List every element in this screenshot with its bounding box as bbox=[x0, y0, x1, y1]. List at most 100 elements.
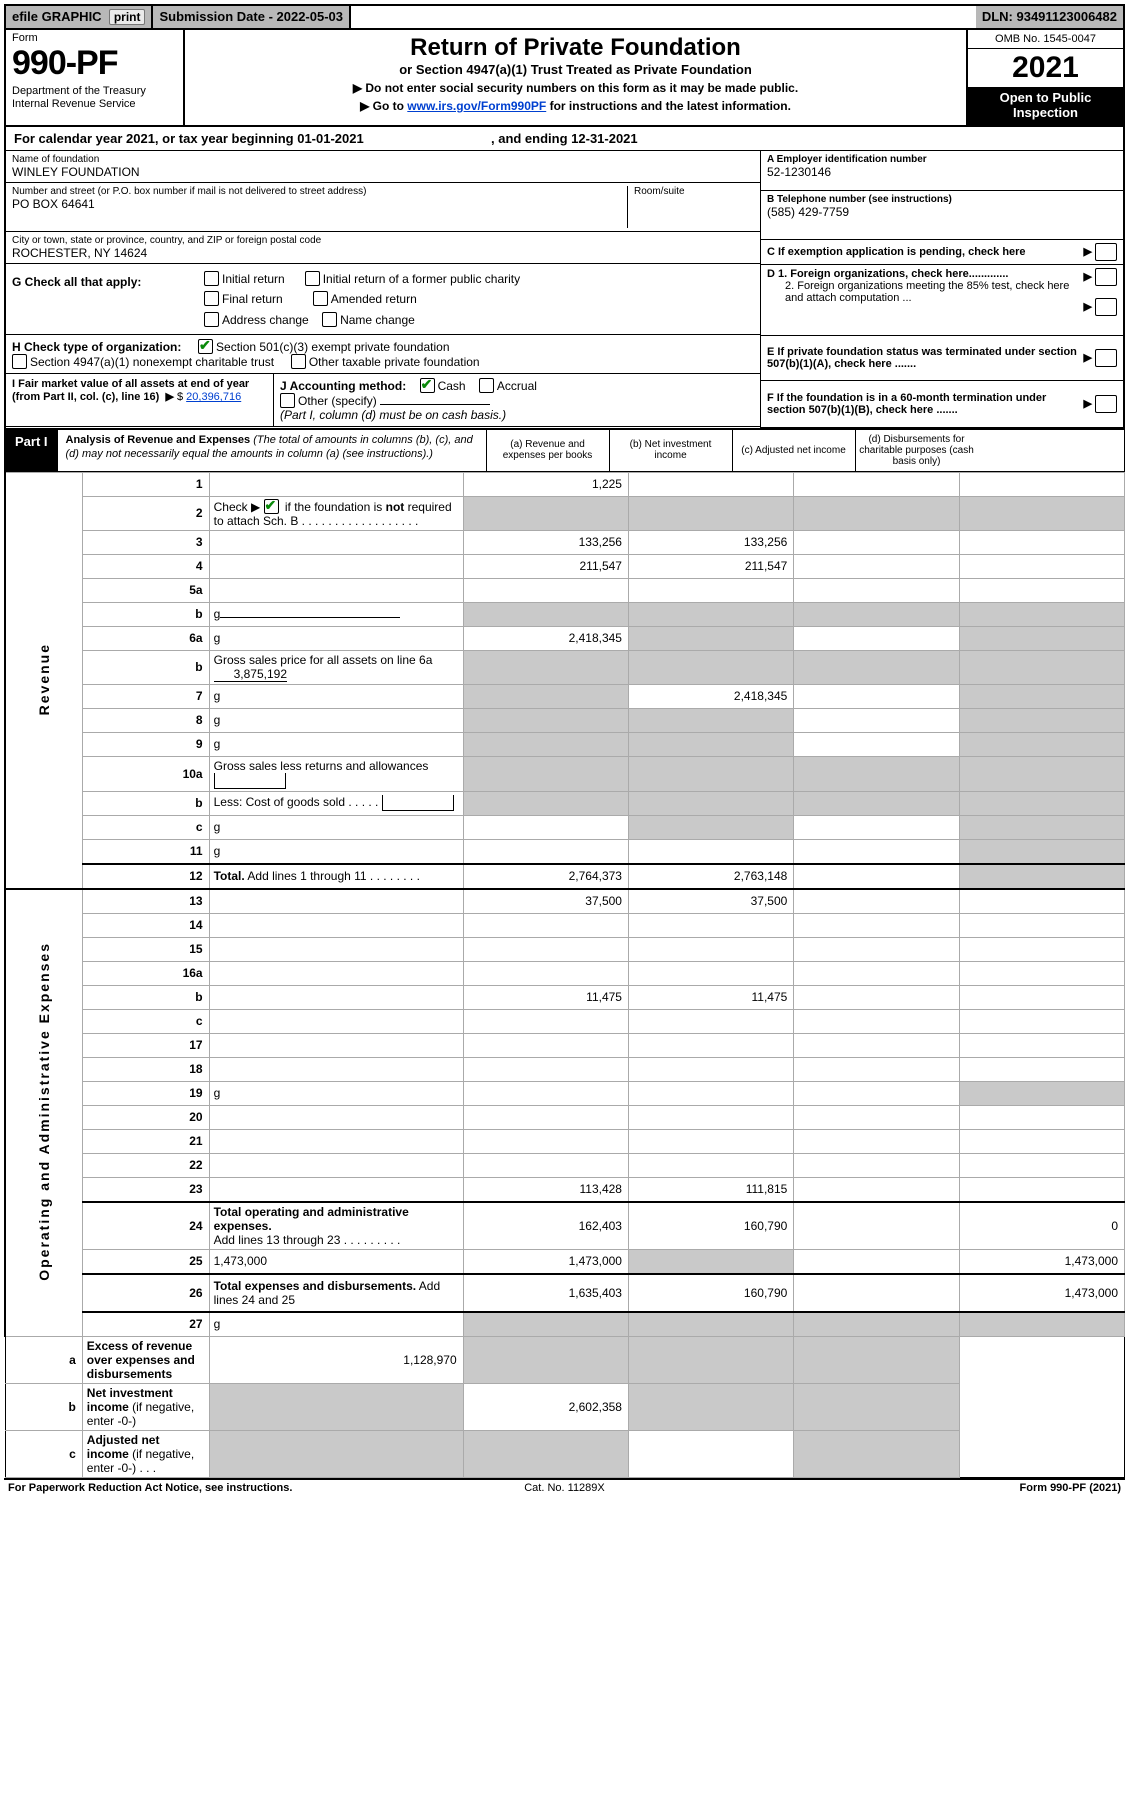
other-method-checkbox[interactable] bbox=[280, 393, 295, 408]
addr-value: PO BOX 64641 bbox=[12, 197, 627, 211]
cell-value bbox=[463, 1009, 628, 1033]
row-desc bbox=[209, 889, 463, 914]
cell-value bbox=[794, 815, 959, 839]
f-label: F If the foundation is in a 60-month ter… bbox=[767, 392, 1083, 416]
d2-label: 2. Foreign organizations meeting the 85%… bbox=[767, 280, 1083, 304]
opt-other-method: Other (specify) bbox=[298, 394, 377, 408]
cell-value bbox=[628, 1009, 793, 1033]
cell-value bbox=[794, 626, 959, 650]
4947-checkbox[interactable] bbox=[12, 354, 27, 369]
accrual-checkbox[interactable] bbox=[479, 378, 494, 393]
arrow-icon: ▶ bbox=[1083, 301, 1091, 313]
tax-year: 2021 bbox=[968, 49, 1123, 87]
cell-grey bbox=[959, 496, 1124, 530]
cell-grey bbox=[959, 708, 1124, 732]
table-row: 10a Gross sales less returns and allowan… bbox=[5, 756, 1125, 791]
col-a: (a) Revenue and expenses per books bbox=[486, 430, 609, 471]
opt-namechg: Name change bbox=[340, 313, 415, 327]
other-taxable-checkbox[interactable] bbox=[291, 354, 306, 369]
cell-value bbox=[959, 578, 1124, 602]
row-num: c bbox=[5, 1430, 82, 1477]
row-num: 9 bbox=[82, 732, 209, 756]
cell-grey bbox=[628, 1312, 793, 1337]
cell-value: 1,473,000 bbox=[959, 1274, 1124, 1312]
row-desc: g bbox=[209, 626, 463, 650]
cell-value bbox=[794, 554, 959, 578]
cell-value: 11,475 bbox=[628, 985, 793, 1009]
d2-checkbox[interactable] bbox=[1095, 298, 1117, 316]
cell-grey bbox=[959, 864, 1124, 889]
h-label: H Check type of organization: bbox=[12, 340, 181, 354]
j-note: (Part I, column (d) must be on cash basi… bbox=[280, 408, 506, 422]
row-num: 15 bbox=[82, 937, 209, 961]
cell-value bbox=[628, 1129, 793, 1153]
address-change-checkbox[interactable] bbox=[204, 312, 219, 327]
cell-value bbox=[794, 1033, 959, 1057]
d-cell: D 1. Foreign organizations, check here..… bbox=[761, 265, 1123, 336]
row-desc: 1,473,000 bbox=[209, 1249, 463, 1274]
cell-value bbox=[959, 913, 1124, 937]
f-cell: F If the foundation is in a 60-month ter… bbox=[761, 381, 1123, 428]
phone-value: (585) 429-7759 bbox=[767, 205, 1117, 219]
cell-value bbox=[628, 1033, 793, 1057]
name-change-checkbox[interactable] bbox=[322, 312, 337, 327]
cell-value bbox=[959, 554, 1124, 578]
fmv-link[interactable]: 20,396,716 bbox=[186, 391, 241, 403]
row-desc: g bbox=[209, 1312, 463, 1337]
cell-value bbox=[463, 913, 628, 937]
exemption-checkbox[interactable] bbox=[1095, 243, 1117, 261]
f-checkbox[interactable] bbox=[1095, 395, 1117, 413]
d1-checkbox[interactable] bbox=[1095, 268, 1117, 286]
cell-value bbox=[463, 1153, 628, 1177]
cell-value bbox=[463, 578, 628, 602]
cell-value: 1,473,000 bbox=[463, 1249, 628, 1274]
cell-grey bbox=[959, 684, 1124, 708]
cell-value bbox=[628, 913, 793, 937]
irs-link[interactable]: www.irs.gov/Form990PF bbox=[407, 99, 546, 113]
row-num: 24 bbox=[82, 1202, 209, 1250]
cash-checkbox[interactable] bbox=[420, 378, 435, 393]
501c3-checkbox[interactable] bbox=[198, 339, 213, 354]
table-row: 8 g bbox=[5, 708, 1125, 732]
cell-value bbox=[794, 1057, 959, 1081]
col-b: (b) Net investment income bbox=[609, 430, 732, 471]
cell-grey bbox=[463, 650, 628, 684]
ein-label: A Employer identification number bbox=[767, 154, 1117, 165]
opt-501c3: Section 501(c)(3) exempt private foundat… bbox=[216, 340, 449, 354]
phone-label: B Telephone number (see instructions) bbox=[767, 194, 1117, 205]
row-desc bbox=[209, 985, 463, 1009]
amended-checkbox[interactable] bbox=[313, 291, 328, 306]
cell-value: 2,763,148 bbox=[628, 864, 793, 889]
cal-a: For calendar year 2021, or tax year begi… bbox=[14, 131, 364, 146]
city-cell: City or town, state or province, country… bbox=[6, 232, 760, 264]
row-desc: Less: Cost of goods sold . . . . . bbox=[209, 791, 463, 815]
row-desc bbox=[209, 1057, 463, 1081]
cell-value bbox=[628, 578, 793, 602]
row-desc: g bbox=[209, 602, 463, 626]
cell-value bbox=[959, 1009, 1124, 1033]
opt-accrual: Accrual bbox=[497, 379, 537, 393]
print-button[interactable]: print bbox=[109, 9, 146, 25]
cell-value bbox=[463, 1033, 628, 1057]
table-row: 6a g 2,418,345 bbox=[5, 626, 1125, 650]
open-to-public: Open to Public Inspection bbox=[968, 87, 1123, 125]
row-num: 14 bbox=[82, 913, 209, 937]
initial-former-checkbox[interactable] bbox=[305, 271, 320, 286]
row-num: b bbox=[5, 1383, 82, 1430]
e-checkbox[interactable] bbox=[1095, 349, 1117, 367]
cell-value bbox=[628, 1430, 793, 1477]
cell-grey bbox=[463, 708, 628, 732]
efile-cell: efile GRAPHIC print bbox=[6, 6, 153, 28]
cell-value bbox=[959, 472, 1124, 496]
table-row: 12 Total. Add lines 1 through 11 . . . .… bbox=[5, 864, 1125, 889]
cell-value: 211,547 bbox=[628, 554, 793, 578]
schb-checkbox[interactable] bbox=[264, 499, 279, 514]
final-return-checkbox[interactable] bbox=[204, 291, 219, 306]
cell-grey bbox=[628, 815, 793, 839]
initial-return-checkbox[interactable] bbox=[204, 271, 219, 286]
cell-value: 2,418,345 bbox=[628, 684, 793, 708]
cal-b: , and ending 12-31-2021 bbox=[491, 131, 638, 146]
form-number: 990-PF bbox=[12, 44, 177, 83]
part1-label: Part I bbox=[5, 430, 58, 471]
opt-amended: Amended return bbox=[331, 292, 417, 306]
